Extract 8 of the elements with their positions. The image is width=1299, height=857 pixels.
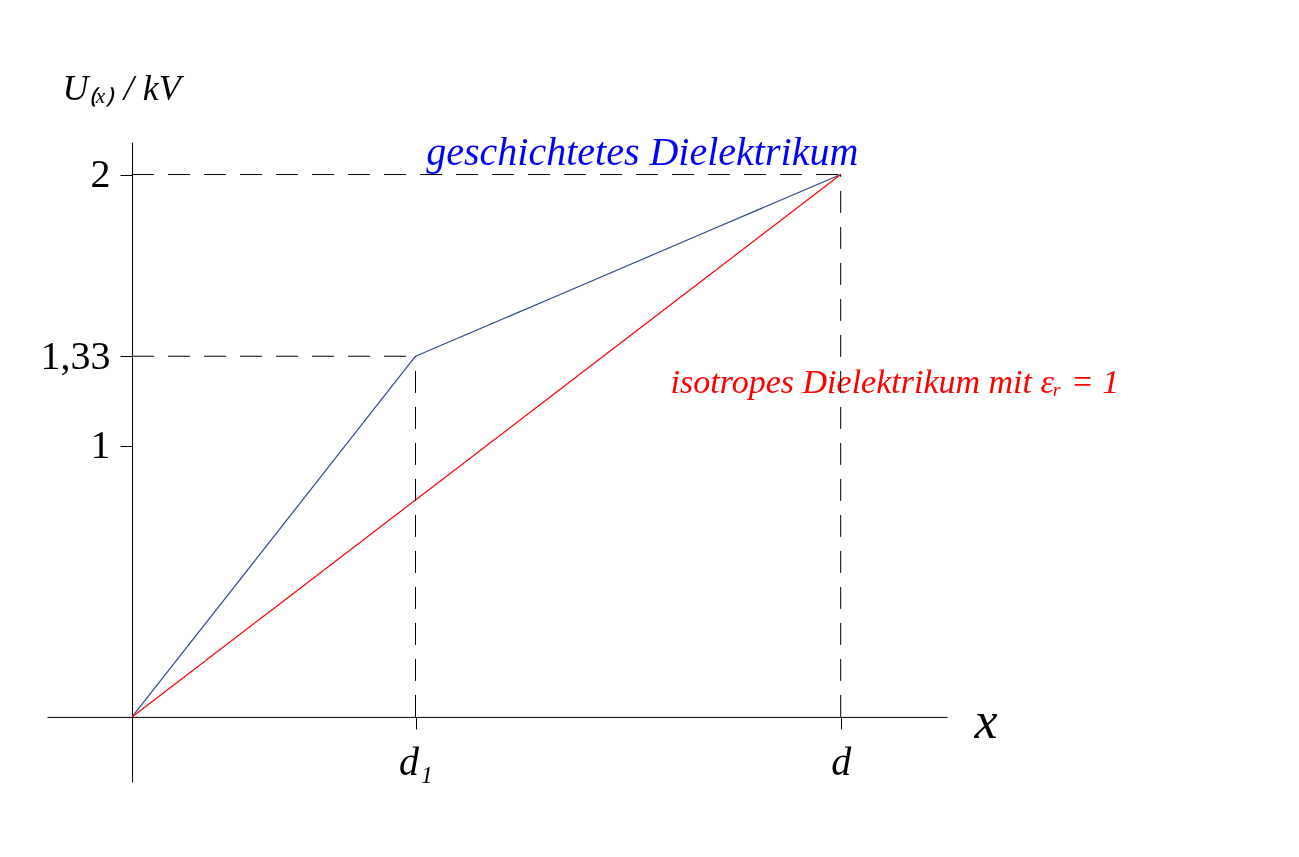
y-tick-label: 2 (90, 151, 111, 197)
x-axis-title: x (973, 692, 998, 750)
x-tick-label: d₁ (399, 739, 433, 785)
x-tick-label: d (831, 739, 853, 785)
y-tick-label: 1,33 (40, 332, 111, 378)
series-label: geschichtetes Dielektrikum (426, 128, 859, 174)
y-axis-title: U₍ₓ₎ / kV (62, 67, 185, 108)
y-tick-label: 1 (90, 422, 111, 468)
